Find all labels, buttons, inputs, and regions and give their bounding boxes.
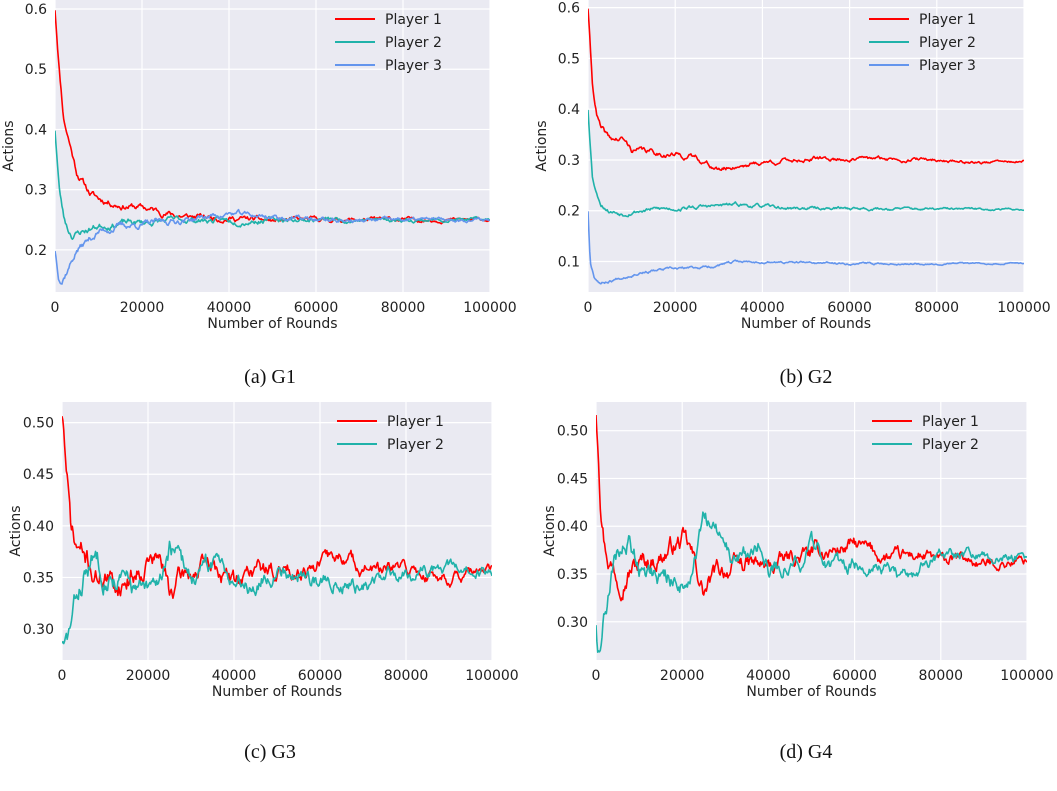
x-tick-label: 20000 — [660, 668, 705, 684]
x-tick-label: 0 — [58, 668, 67, 684]
y-tick-label: 0.4 — [558, 102, 580, 118]
y-tick-label: 0.30 — [557, 615, 588, 631]
y-tick-label: 0.45 — [557, 471, 588, 487]
y-tick-label: 0.40 — [23, 519, 54, 535]
y-tick-label: 0.5 — [25, 62, 47, 78]
y-tick-label: 0.3 — [558, 153, 580, 169]
chart-panel-2: 0 20000 40000 60000 80000 100000 0.1 0.2 0.3 0.4 0… — [534, 0, 1051, 388]
x-tick-label: 100000 — [465, 668, 518, 684]
legend-label: Player 2 — [387, 437, 444, 453]
legend-label: Player 2 — [919, 35, 976, 51]
legend-label: Player 3 — [385, 58, 442, 74]
y-tick-label: 0.2 — [558, 204, 580, 220]
series-group — [588, 8, 1024, 285]
series-line-player-1 — [588, 8, 1024, 171]
x-tick-label: 100000 — [463, 300, 516, 316]
x-tick-label: 60000 — [832, 668, 877, 684]
panel-caption: (b) G2 — [780, 366, 833, 388]
x-tick-label: 40000 — [207, 300, 252, 316]
y-axis-label: Actions — [534, 120, 550, 171]
panel-caption: (a) G1 — [244, 366, 296, 388]
x-tick-label: 80000 — [381, 300, 426, 316]
x-tick-label: 60000 — [827, 300, 872, 316]
x-tick-label: 100000 — [997, 300, 1050, 316]
chart-panel-4: 0 20000 40000 60000 80000 100000 0.30 0.35 0.40 0… — [542, 402, 1054, 763]
series-group — [62, 416, 492, 645]
plot-area — [62, 402, 492, 660]
y-axis-label: Actions — [8, 505, 24, 556]
plot-area — [55, 0, 490, 292]
legend: Player 1 Player 2 Player 3 — [869, 12, 976, 74]
x-tick-label: 100000 — [1000, 668, 1053, 684]
y-tick-label: 0.6 — [558, 1, 580, 17]
panel-caption: (d) G4 — [780, 741, 833, 763]
series-line-player-3 — [588, 211, 1024, 285]
x-tick-label: 60000 — [294, 300, 339, 316]
legend-label: Player 2 — [922, 437, 979, 453]
legend-label: Player 1 — [385, 12, 442, 28]
legend-label: Player 2 — [385, 35, 442, 51]
legend: Player 1 Player 2 — [872, 414, 979, 453]
y-tick-label: 0.35 — [23, 570, 54, 586]
legend-label: Player 1 — [387, 414, 444, 430]
y-tick-label: 0.40 — [557, 519, 588, 535]
x-axis-label: Number of Rounds — [207, 316, 337, 332]
y-tick-label: 0.50 — [23, 416, 54, 432]
y-tick-label: 0.30 — [23, 622, 54, 638]
series-line-player-2 — [62, 540, 492, 645]
x-tick-label: 80000 — [919, 668, 964, 684]
x-tick-label: 80000 — [915, 300, 960, 316]
y-tick-label: 0.50 — [557, 424, 588, 440]
y-tick-label: 0.4 — [25, 122, 47, 138]
chart-panel-1: 0 20000 40000 60000 80000 100000 0.2 0.3 0.4 0.5 0… — [1, 0, 517, 388]
x-tick-label: 40000 — [740, 300, 785, 316]
y-axis-label: Actions — [542, 505, 558, 556]
x-tick-label: 80000 — [384, 668, 429, 684]
x-tick-label: 40000 — [212, 668, 257, 684]
panel-caption: (c) G3 — [244, 741, 296, 763]
legend-label: Player 1 — [919, 12, 976, 28]
x-tick-label: 40000 — [746, 668, 791, 684]
series-line-player-3 — [55, 208, 490, 285]
y-tick-label: 0.3 — [25, 183, 47, 199]
y-tick-label: 0.5 — [558, 51, 580, 67]
plot-area — [588, 0, 1024, 292]
chart-panel-3: 0 20000 40000 60000 80000 100000 0.30 0.35 0.40 0… — [8, 402, 519, 763]
y-tick-label: 0.35 — [557, 567, 588, 583]
x-axis-label: Number of Rounds — [741, 316, 871, 332]
x-tick-label: 20000 — [120, 300, 165, 316]
legend-label: Player 3 — [919, 58, 976, 74]
x-tick-label: 0 — [584, 300, 593, 316]
y-axis-label: Actions — [1, 120, 17, 171]
legend: Player 1 Player 2 Player 3 — [335, 12, 442, 74]
y-tick-label: 0.1 — [558, 255, 580, 271]
x-tick-label: 60000 — [298, 668, 343, 684]
series-line-player-1 — [55, 10, 490, 225]
y-tick-label: 0.45 — [23, 467, 54, 483]
legend-label: Player 1 — [922, 414, 979, 430]
x-axis-label: Number of Rounds — [212, 684, 342, 700]
grid-lines — [54, 0, 491, 292]
series-line-player-2 — [588, 109, 1024, 218]
series-group — [55, 10, 490, 285]
legend: Player 1 Player 2 — [337, 414, 444, 453]
x-tick-label: 20000 — [126, 668, 171, 684]
y-tick-label: 0.6 — [25, 2, 47, 18]
x-tick-label: 0 — [592, 668, 601, 684]
x-tick-label: 0 — [51, 300, 60, 316]
x-axis-label: Number of Rounds — [746, 684, 876, 700]
series-group — [596, 414, 1027, 654]
series-line-player-2 — [596, 511, 1027, 654]
x-tick-label: 20000 — [653, 300, 698, 316]
y-tick-label: 0.2 — [25, 243, 47, 259]
